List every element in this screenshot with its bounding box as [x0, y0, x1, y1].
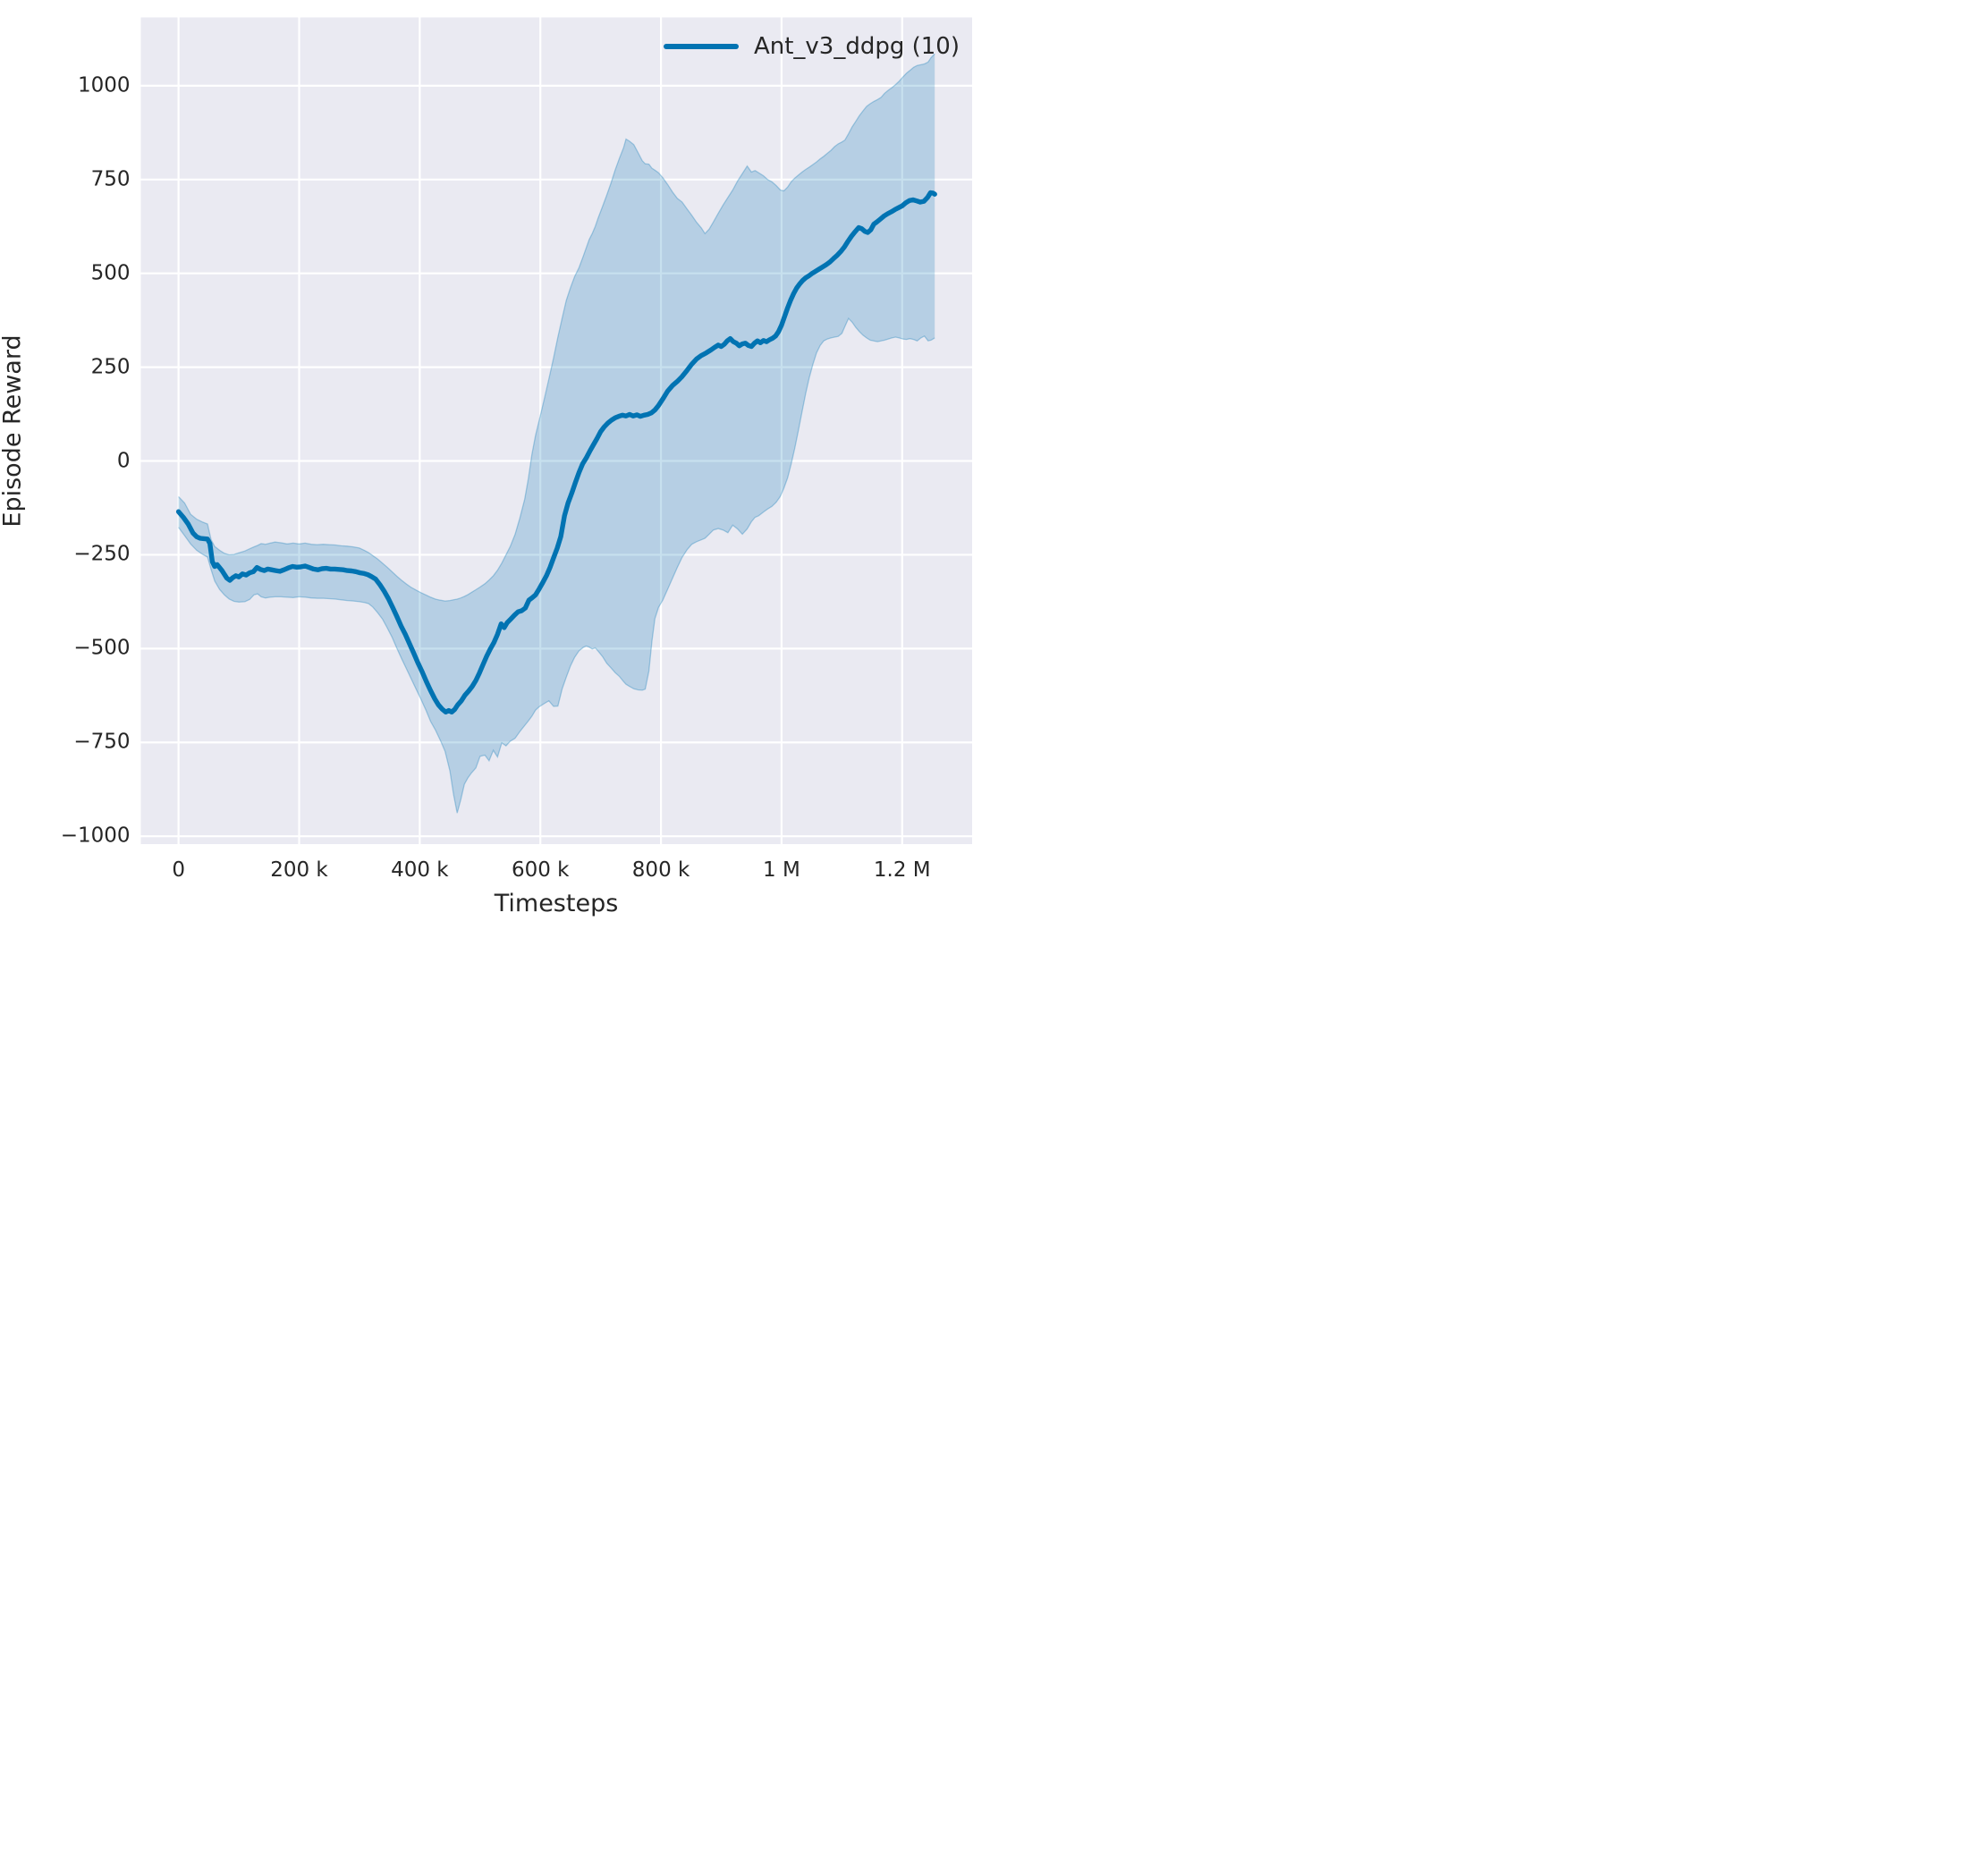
figure-canvas: 0 200 k 400 k 600 k 800 k 1 M 1.2 M −1000 −750 −… — [0, 0, 990, 938]
x-axis-label: Timesteps — [494, 890, 619, 917]
x-tick-label: 1.2 M — [873, 858, 931, 882]
y-tick-label: 1000 — [77, 73, 131, 97]
confidence-band-edge — [178, 53, 935, 602]
legend-line-swatch — [663, 44, 739, 49]
y-tick-label: 0 — [116, 449, 131, 473]
y-tick-label: −750 — [73, 730, 131, 754]
x-tick-label: 0 — [172, 858, 185, 882]
x-tick-label: 1 M — [763, 858, 800, 882]
y-tick-label: −250 — [73, 542, 131, 566]
series-line-ant-v3-ddpg — [175, 190, 937, 714]
plot-background — [140, 17, 972, 844]
y-tick-label: 750 — [90, 167, 131, 191]
y-tick-label: −1000 — [60, 824, 131, 848]
confidence-band-edge — [178, 317, 935, 814]
legend-entry-label: Ant_v3_ddpg (10) — [753, 33, 960, 60]
y-axis-label: Episode Reward — [0, 334, 27, 528]
y-tick-label: −500 — [73, 636, 131, 660]
plot-area — [140, 17, 972, 844]
legend: Ant_v3_ddpg (10) — [663, 33, 960, 60]
x-tick-label: 600 k — [511, 858, 570, 882]
confidence-band — [178, 54, 935, 814]
y-tick-label: 500 — [90, 261, 131, 285]
y-tick-label: 250 — [90, 355, 131, 379]
x-tick-label: 200 k — [270, 858, 328, 882]
x-tick-label: 800 k — [631, 858, 690, 882]
x-tick-label: 400 k — [391, 858, 449, 882]
